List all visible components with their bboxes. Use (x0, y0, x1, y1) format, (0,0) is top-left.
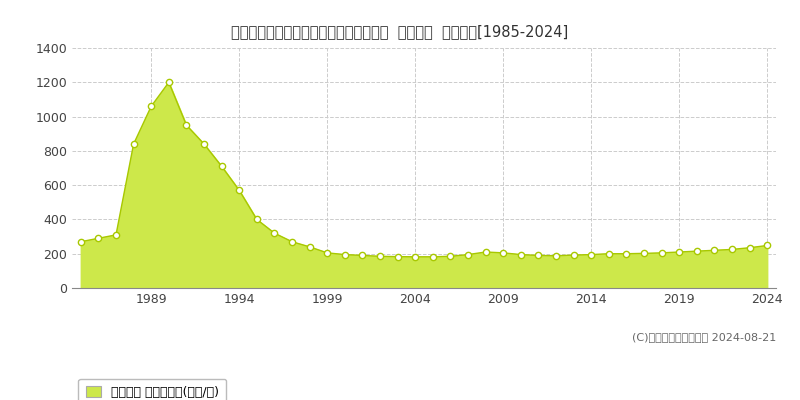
Text: 埼玉県新座市東北２丁目３６番１０９外  地価公示  地価推移[1985-2024]: 埼玉県新座市東北２丁目３６番１０９外 地価公示 地価推移[1985-2024] (231, 24, 569, 39)
Legend: 地価公示 平均坪単価(万円/坪): 地価公示 平均坪単価(万円/坪) (78, 378, 226, 400)
Text: (C)土地価格ドットコム 2024-08-21: (C)土地価格ドットコム 2024-08-21 (632, 332, 776, 342)
